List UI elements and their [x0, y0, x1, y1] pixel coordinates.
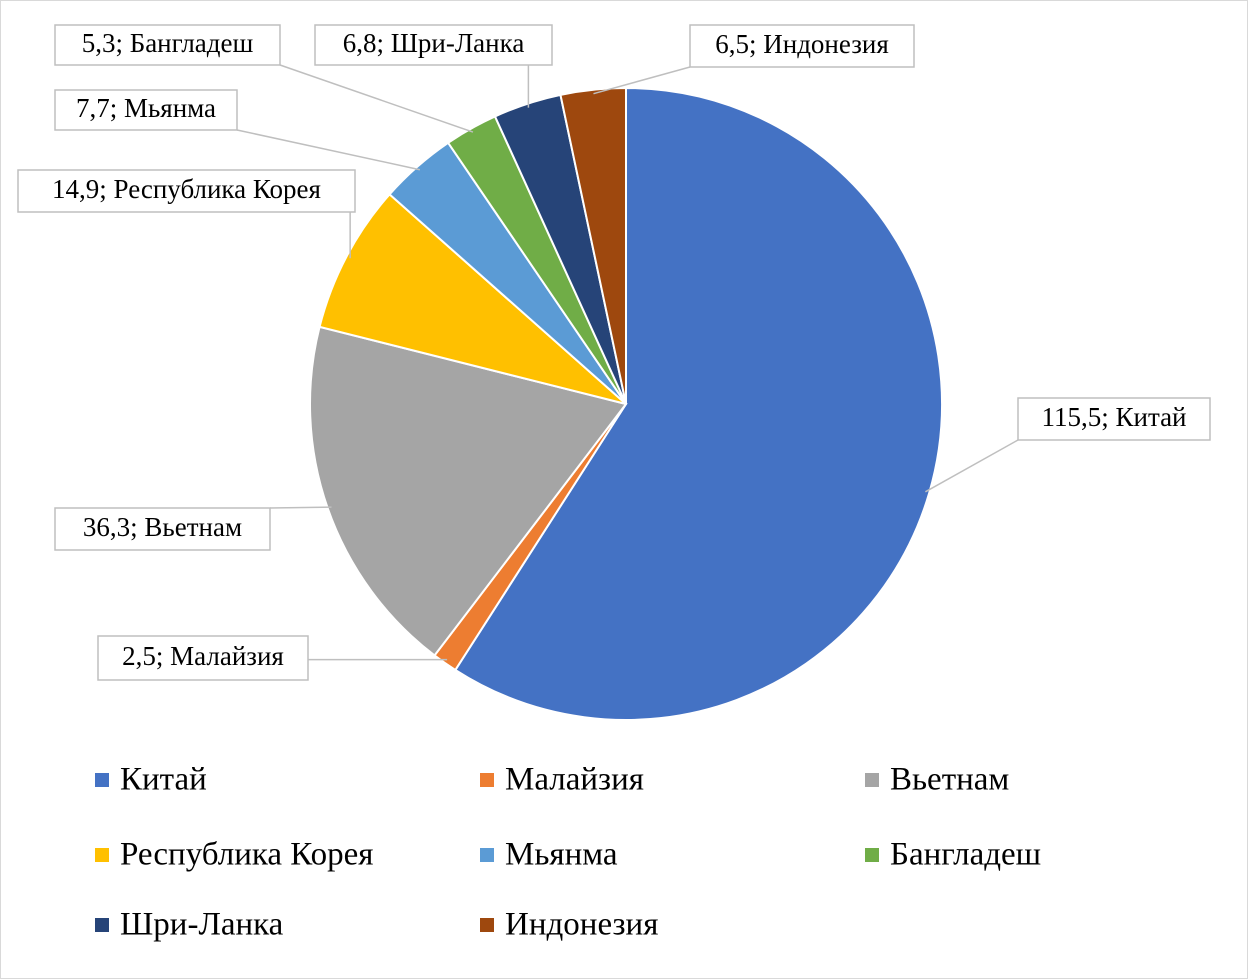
leader-line — [269, 506, 332, 509]
leader-line — [925, 439, 1019, 493]
data-label: 6,8; Шри-Ланка — [343, 28, 525, 58]
label-box — [54, 507, 271, 551]
label-box — [314, 24, 553, 66]
data-label: 115,5; Китай — [1041, 402, 1186, 432]
legend-label: Бангладеш — [890, 837, 1041, 873]
pie-slice — [318, 192, 627, 405]
data-label: 5,3; Бангладеш — [82, 28, 254, 58]
leader-line — [593, 66, 691, 95]
pie-slice — [453, 86, 943, 721]
label-box — [54, 89, 238, 131]
data-label: 14,9; Республика Корея — [52, 174, 321, 204]
label-box — [1017, 397, 1211, 441]
data-label: 7,7; Мьянма — [76, 93, 216, 123]
legend-swatch — [480, 848, 494, 862]
legend-label: Малайзия — [505, 762, 644, 798]
pie-slice — [309, 325, 628, 657]
data-label: 6,5; Индонезия — [715, 29, 888, 59]
label-box — [97, 635, 309, 681]
legend-label: Китай — [120, 762, 207, 798]
legend-label: Индонезия — [505, 907, 658, 943]
legend-swatch — [865, 773, 879, 787]
legend-swatch — [95, 918, 109, 932]
legend-swatch — [95, 773, 109, 787]
label-box — [689, 24, 915, 68]
legend-label: Мьянма — [505, 837, 618, 873]
legend-swatch — [480, 773, 494, 787]
pie-slice — [559, 86, 627, 405]
label-box — [54, 24, 281, 66]
leader-line — [236, 129, 421, 171]
data-label: 36,3; Вьетнам — [83, 512, 242, 542]
legend-swatch — [865, 848, 879, 862]
legend-swatch — [480, 918, 494, 932]
label-box — [17, 169, 356, 213]
data-label: 2,5; Малайзия — [122, 641, 284, 671]
leader-line — [279, 64, 474, 133]
legend-label: Республика Корея — [120, 837, 373, 873]
legend-swatch — [95, 848, 109, 862]
legend-label: Вьетнам — [890, 762, 1009, 798]
legend-label: Шри-Ланка — [120, 907, 284, 943]
